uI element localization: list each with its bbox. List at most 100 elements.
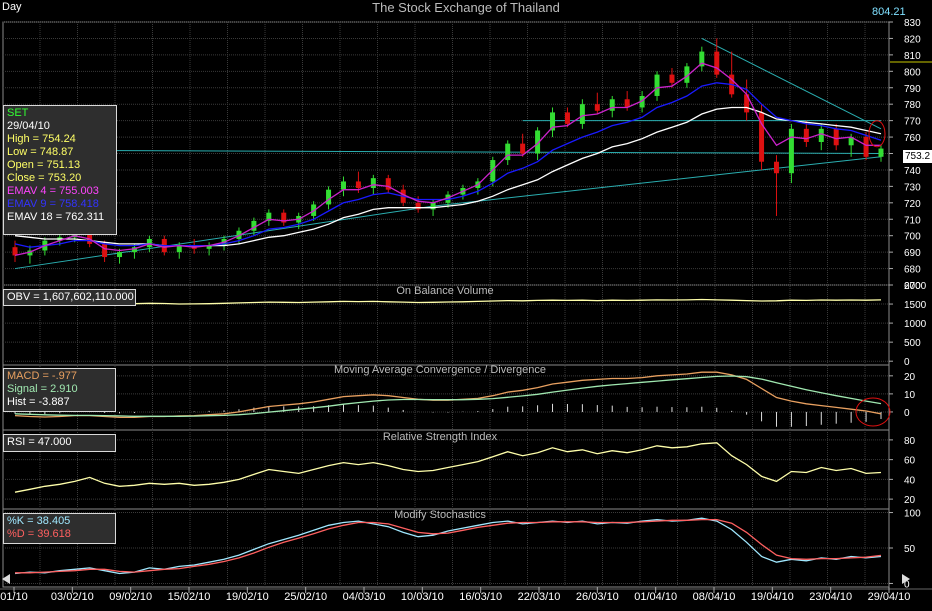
info-date: 29/04/10 [7,120,50,132]
info-low: Low = 748.87 [7,146,74,158]
price-tick-label: 740 [904,166,921,177]
price-tick-label: 680 [904,265,921,276]
obv-value: OBV = 1,607,602,110.000 [7,291,134,303]
x-tick-label: 29/04/10 [868,591,911,603]
x-tick-label: 16/03/10 [459,591,502,603]
stoch-d-line [15,518,882,574]
last-price-label: 804.21 [872,6,906,18]
x-tick-label: 15/02/10 [168,591,211,603]
obv-line [14,298,882,305]
candle-body [609,99,615,111]
x-tick-label: 08/04/10 [693,591,736,603]
candle-body [773,161,779,174]
candle-body [266,212,272,221]
macd-value: MACD = -.977 [7,370,77,382]
price-tick-label: 710 [904,215,921,226]
price-tick-label: 810 [904,51,921,62]
candle-body [714,51,720,75]
rsi-panel-frame [2,429,890,510]
rsi-line [14,442,882,493]
price-highlight-circle [868,120,886,148]
x-tick-label: 10/03/10 [401,591,444,603]
candle-body [206,245,212,249]
price-tick-label: 780 [904,100,921,111]
price-tick-label: 730 [904,182,921,193]
obv-panel-frame [2,284,890,366]
price-tick-label: 830 [904,18,921,29]
x-tick-label: 01/10 [0,591,28,603]
candle-body [505,143,511,161]
macd-tick-label: 0 [904,408,910,419]
chart-title: The Stock Exchange of Thailand [372,0,560,15]
rsi-value: RSI = 47.000 [7,436,72,448]
x-tick-label: 04/03/10 [343,591,386,603]
obv-tick-label: 500 [904,338,921,349]
stoch-d-value: %D = 39.618 [7,528,71,540]
x-tick-label: 22/03/10 [518,591,561,603]
rsi-title: Relative Strength Index [382,431,498,443]
trendline [14,149,882,154]
obv-title: On Balance Volume [396,285,494,297]
last-price-tag: 753.2 [903,150,932,163]
obv-readout: OBV = 1,607,602,110.000 [3,289,136,306]
candle-body [355,181,361,189]
price-tick-label: 700 [904,232,921,243]
candle-body [759,112,765,162]
stoch-tick-label: 100 [904,509,921,520]
candle-body [833,128,839,146]
candle-body [744,94,750,113]
ema9-line [14,82,882,248]
candle-body [818,128,824,142]
stoch-title: Modify Stochastics [394,509,486,521]
candle-body [27,250,33,256]
obv-tick-label: 1500 [904,300,927,311]
trendline [433,156,882,207]
candle-body [788,128,794,174]
candle-body [564,112,570,124]
x-tick-label: 23/04/10 [809,591,852,603]
info-symbol: SET [7,107,29,119]
rsi-tick-label: 40 [904,475,916,486]
macd-tick-label: 20 [904,372,916,383]
candle-body [550,112,556,131]
hist-value: Hist = -3.887 [7,396,70,408]
price-tick-label: 760 [904,133,921,144]
candle-body [624,99,630,108]
stoch-tick-label: 0 [904,579,910,590]
candle-body [87,229,93,244]
candle-body [415,202,421,210]
candle-body [639,95,645,108]
price-info-box: SET 29/04/10 High = 754.24 Low = 748.87 … [3,105,117,235]
info-emav4: EMAV 4 = 755.003 [7,185,99,197]
candle-body [146,238,152,248]
candle-body [520,143,526,154]
x-tick-label: 01/04/10 [634,591,677,603]
macd-title: Moving Average Convergence / Divergence [334,364,546,376]
price-tick-label: 800 [904,67,921,78]
obv-tick-label: 1000 [904,319,927,330]
macd-tick-label: 10 [904,390,916,401]
ema4-line [14,62,881,257]
signal-line [14,375,882,417]
info-high: High = 754.24 [7,133,76,145]
signal-value: Signal = 2.910 [7,383,78,395]
obv-tick-label: 0 [904,357,910,368]
candle-body [878,148,884,157]
price-tick-label: 670 [904,281,921,292]
candle-body [131,247,137,253]
candle-body [684,66,690,83]
period-label[interactable]: Day [2,1,22,13]
macd-highlight-circle [855,397,891,427]
scroll-left-arrow [2,574,10,584]
stoch-k-line [14,517,882,575]
info-open: Open = 751.13 [7,159,81,171]
candle-body [117,252,123,258]
candle-body [370,178,376,189]
rsi-tick-label: 20 [904,495,916,506]
candle-body [236,230,242,239]
candle-body [863,137,869,157]
candle-body [251,220,257,231]
info-emav18: EMAV 18 = 762.311 [7,211,105,223]
stoch-readout: %K = 38.405 %D = 39.618 [3,513,116,544]
